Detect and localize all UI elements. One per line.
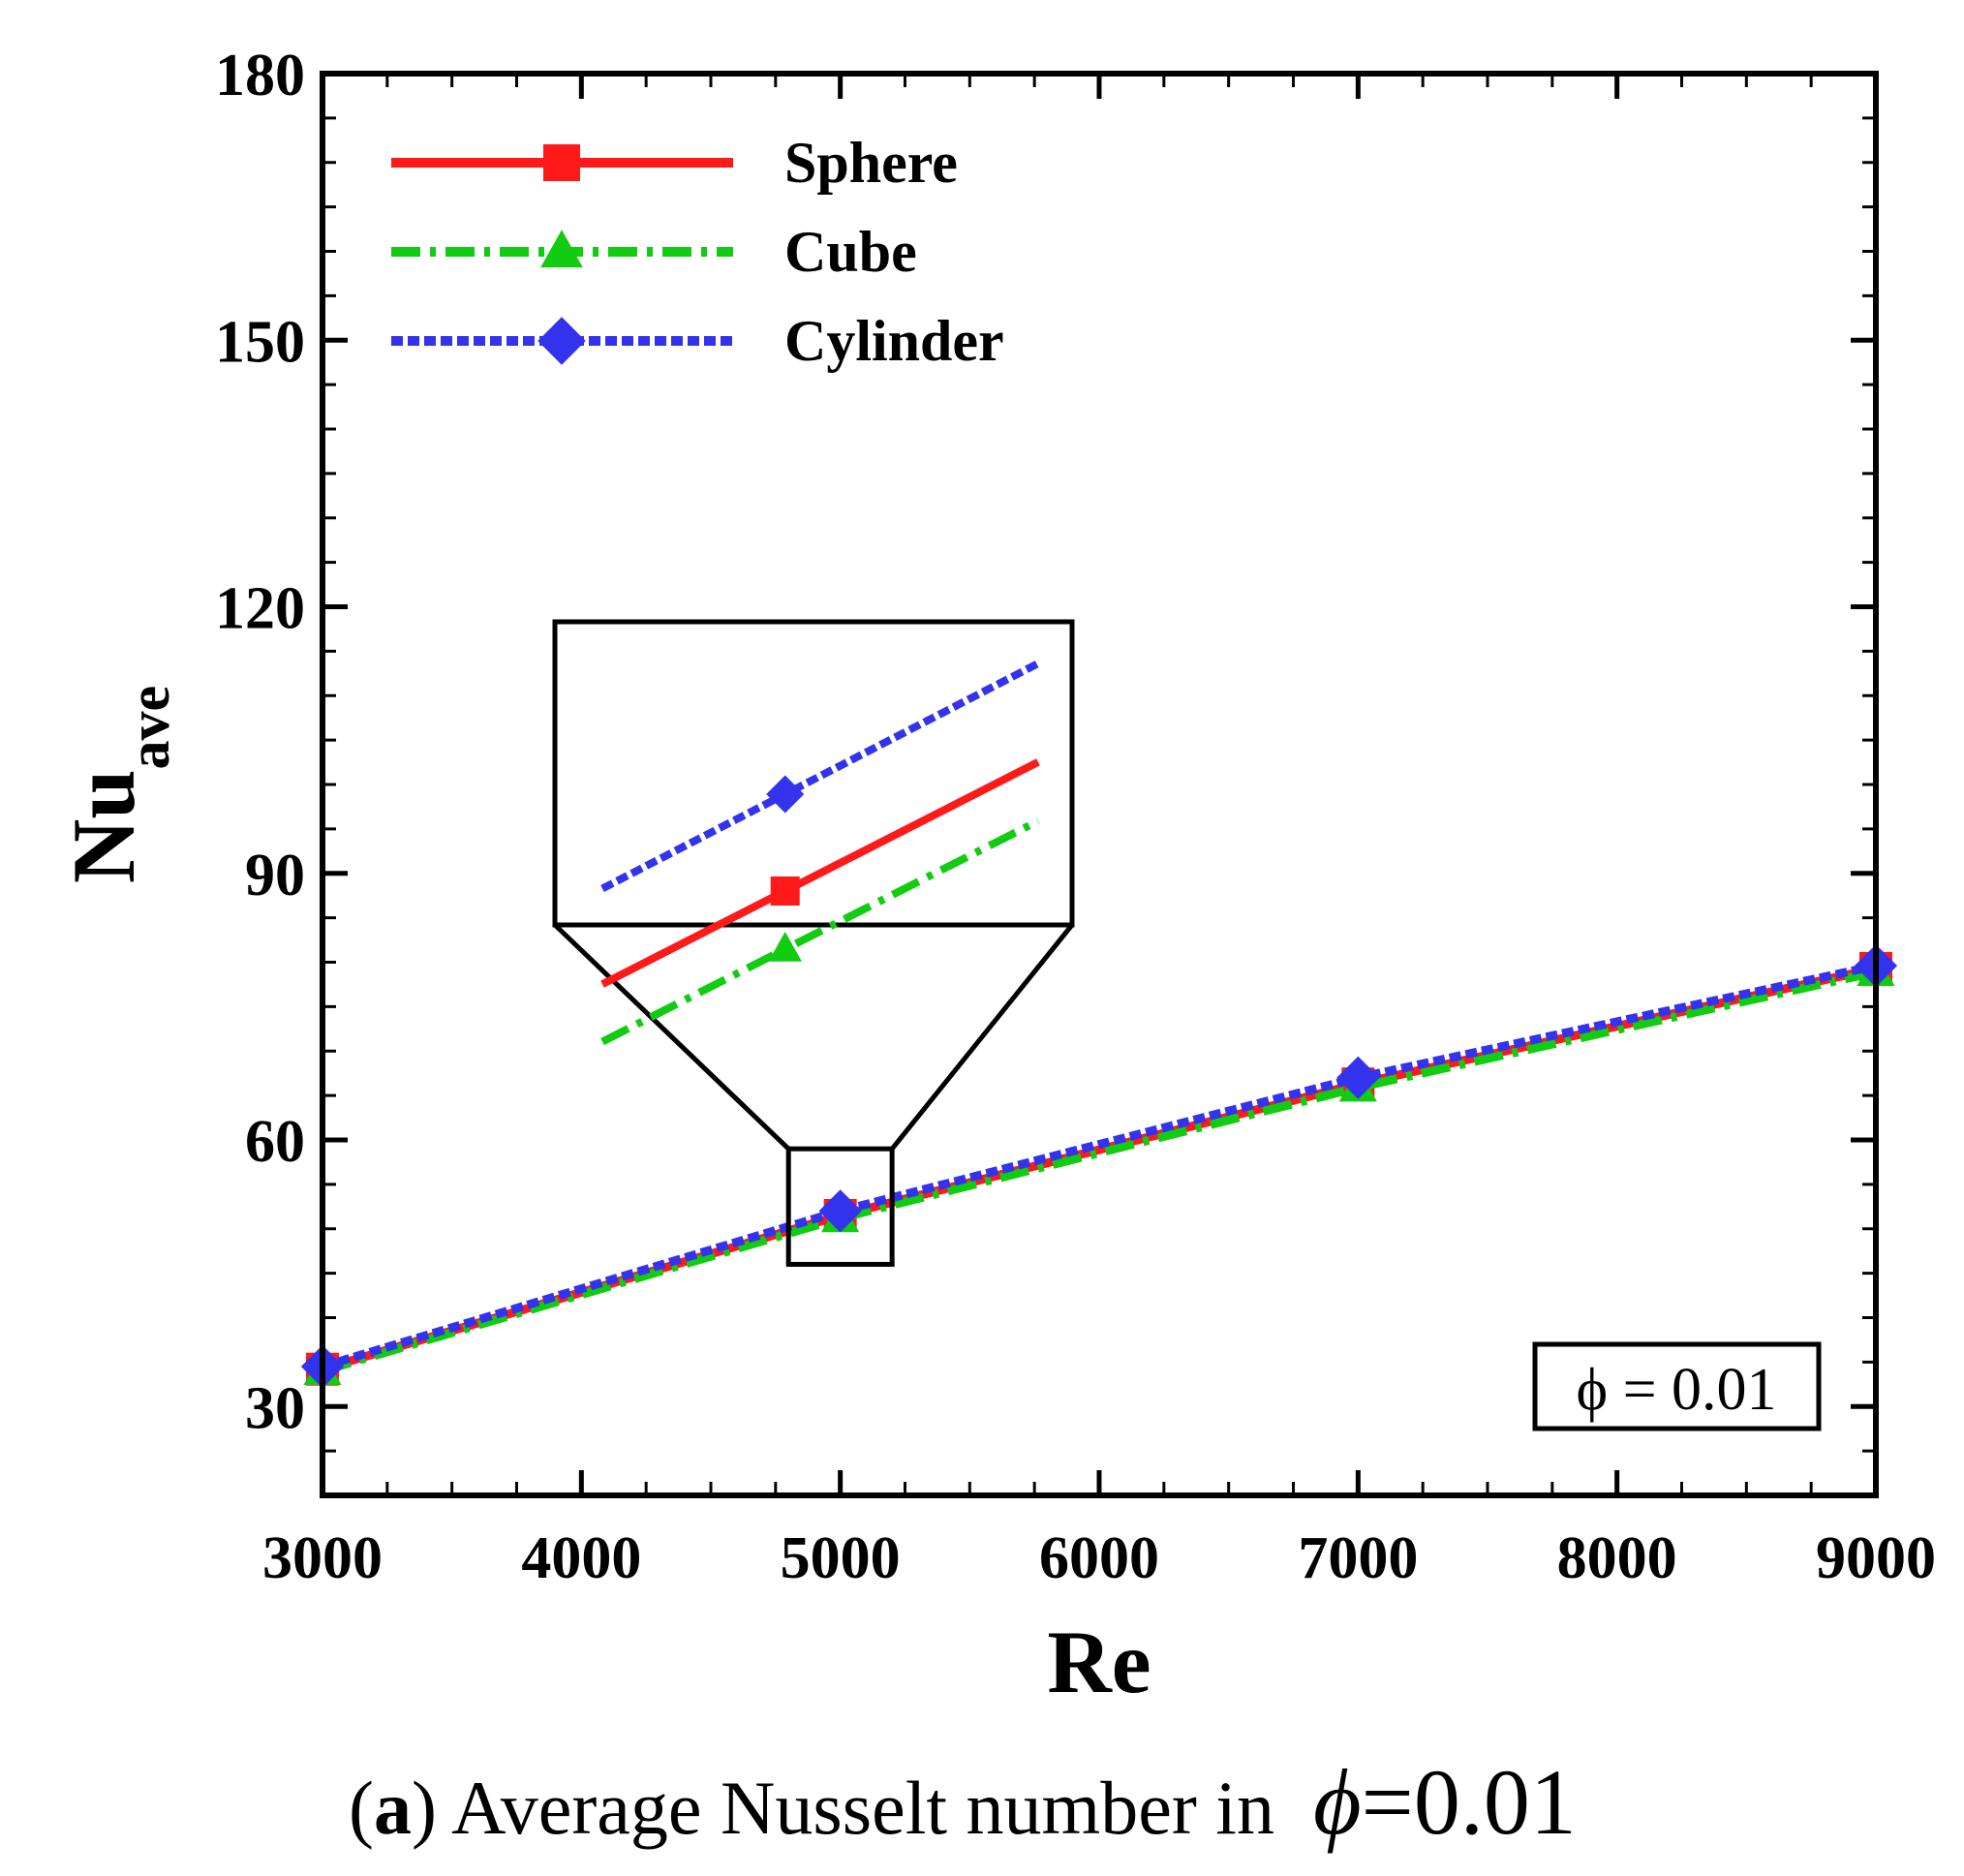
caption-symbol: ϕ: [1313, 1750, 1362, 1854]
x-tick-label: 3000: [262, 1525, 383, 1591]
inset-marker-cube: [768, 932, 802, 962]
legend-item-cube: Cube: [391, 220, 917, 284]
inset-series-cube: [600, 817, 1040, 1046]
series-line-cylinder: [321, 961, 1877, 1371]
y-axis-title: Nuave: [54, 686, 181, 883]
zoom-region-box: [785, 1146, 895, 1267]
y-tick-label: 120: [215, 576, 305, 642]
inset-line-cube: [600, 817, 1040, 1046]
inset-series-cylinder: [600, 660, 1040, 893]
x-tick-label: 6000: [1039, 1525, 1159, 1591]
y-tick-label: 180: [215, 43, 305, 108]
y-tick-label: 60: [245, 1109, 305, 1175]
phi-annotation: ϕ = 0.01: [1532, 1341, 1822, 1431]
y-tick-label: 90: [245, 843, 305, 908]
inset-marker-cylinder: [766, 775, 805, 814]
series-cube: [303, 952, 1895, 1385]
caption: (a) Average Nusselt number in ϕ=0.01: [349, 1750, 1577, 1854]
inset-zoom: [552, 619, 1075, 1267]
legend-marker-sphere: [543, 144, 580, 181]
tick-labels: 3000 4000 5000 6000 7000 8000 9000 30 60 90 120 150…: [215, 43, 1936, 1591]
zoom-connector-right: [890, 923, 1074, 1151]
legend-label-cylinder: Cylinder: [784, 309, 1004, 373]
caption-label: a: [374, 1766, 412, 1850]
series-line-cube: [321, 968, 1877, 1375]
legend-item-cylinder: Cylinder: [391, 309, 1004, 373]
inset-series-sphere: [600, 758, 1040, 988]
data-point-cylinder: [1336, 1056, 1380, 1099]
x-tick-label: 7000: [1298, 1525, 1418, 1591]
x-tick-label: 8000: [1557, 1525, 1677, 1591]
data-point-cylinder: [818, 1189, 862, 1233]
series-cylinder: [300, 944, 1898, 1389]
caption-value: =0.01: [1362, 1750, 1577, 1854]
caption-text: Average Nusselt number in: [437, 1766, 1274, 1850]
y-axis-title-main: Nu: [54, 770, 153, 884]
y-axis-title-sub: ave: [117, 686, 181, 770]
caption-close-paren: ): [412, 1766, 437, 1850]
caption-open-paren: (: [349, 1766, 374, 1850]
inset-line-sphere: [600, 758, 1040, 988]
x-tick-label: 9000: [1816, 1525, 1936, 1591]
y-tick-label: 30: [245, 1375, 305, 1441]
annotation-text: ϕ = 0.01: [1576, 1357, 1776, 1423]
legend-label-sphere: Sphere: [784, 131, 958, 195]
legend: Sphere Cube Cylinder: [391, 131, 1004, 373]
legend-marker-cylinder: [537, 317, 586, 365]
series-layer: [300, 944, 1898, 1389]
series-line-sphere: [321, 964, 1877, 1374]
zoom-connector-left: [553, 923, 790, 1151]
legend-item-sphere: Sphere: [391, 131, 958, 195]
x-tick-label: 4000: [521, 1525, 641, 1591]
x-tick-label: 5000: [781, 1525, 901, 1591]
legend-label-cube: Cube: [784, 220, 917, 284]
plot-frame: [320, 71, 1879, 1498]
annotation-box: [1532, 1341, 1822, 1431]
legend-marker-cube: [540, 230, 583, 268]
inset-marker-sphere: [770, 876, 800, 906]
y-tick-label: 150: [215, 309, 305, 375]
x-axis-title: Re: [1047, 1613, 1151, 1711]
